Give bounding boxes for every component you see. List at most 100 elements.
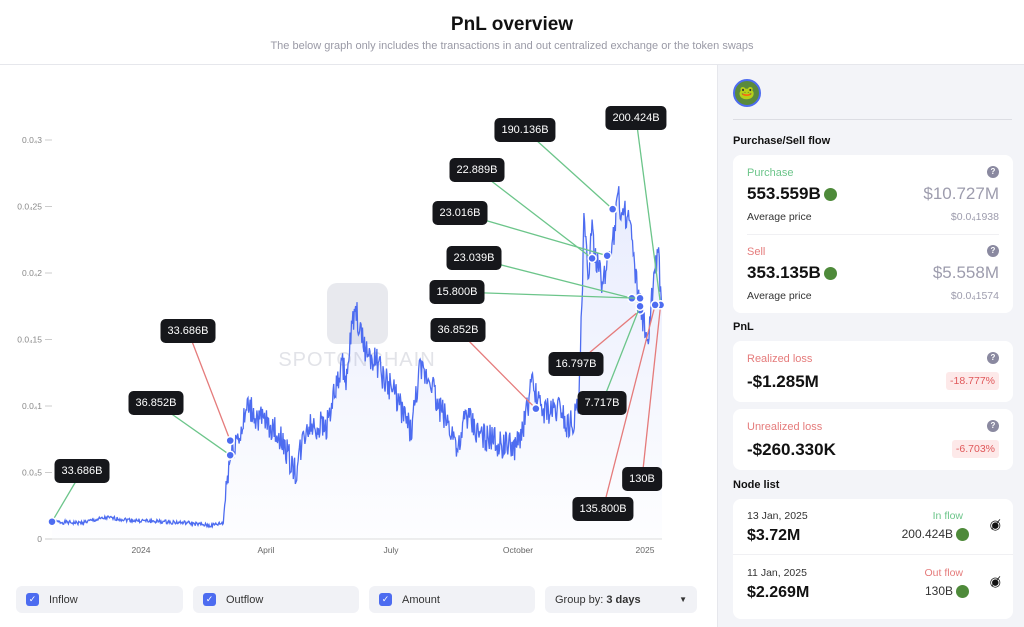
y-tick-label: 0.0₄2 <box>22 268 42 278</box>
realized-loss-card: ? Realized loss -$1.285M -18.777% <box>733 341 1013 402</box>
inflow-checkbox[interactable]: ✓ Inflow <box>16 586 183 613</box>
purchase-amount: 553.559B <box>747 184 821 203</box>
y-tick-label: 0.0₄1 <box>22 401 42 411</box>
sell-avg-label: Average price <box>747 290 812 302</box>
price-area <box>52 186 662 539</box>
node-connector-in <box>456 291 641 299</box>
y-tick-label: 0.0₄25 <box>17 202 42 212</box>
pepe-token-icon <box>823 188 837 202</box>
group-by-value: 3 days <box>606 593 641 606</box>
node-label-in[interactable]: 23.039B <box>446 246 502 270</box>
outflow-label: Outflow <box>226 593 264 606</box>
purchase-avg-label: Average price <box>747 211 812 223</box>
node-point <box>607 204 618 214</box>
unrealized-loss-label: Unrealized loss <box>747 421 823 433</box>
help-icon[interactable]: ? <box>987 352 999 364</box>
node-connector-out <box>602 304 656 510</box>
unrealized-loss-value: -$260.330K <box>747 440 836 459</box>
unrealized-loss-pct: -6.703% <box>951 440 999 458</box>
node-label-out[interactable]: 33.686B <box>160 319 216 343</box>
purchase-label: Purchase <box>747 167 794 179</box>
pepe-token-icon <box>823 267 837 281</box>
purchase-sell-card: ? Purchase 553.559B $10.727M Average pri… <box>733 155 1013 313</box>
outflow-checkbox[interactable]: ✓ Outflow <box>193 586 359 613</box>
node-point <box>602 250 612 261</box>
sidebar: 🐸 Purchase/Sell flow ? Purchase 553.559B… <box>717 65 1024 627</box>
amount-label: Amount <box>402 593 440 606</box>
y-tick-label: 0.0₄5 <box>22 468 42 478</box>
node-point <box>650 300 660 310</box>
pnl-chart: 0 0.0₄5 0.0₄1 0.0₄15 0.0₄2 0.0₄25 0.0₄3 2024 Apr… <box>17 117 666 555</box>
x-tick-label: July <box>383 545 399 555</box>
node-usd: $3.72M <box>747 527 801 544</box>
page-subtitle: The below graph only includes the transa… <box>270 40 754 52</box>
realized-loss-label: Realized loss <box>747 353 813 365</box>
check-icon: ✓ <box>26 593 39 606</box>
x-tick-label: 2024 <box>132 545 151 555</box>
eye-off-icon[interactable]: ◉̸ <box>989 574 1001 589</box>
node-label-in[interactable]: 36.852B <box>128 391 184 415</box>
node-point <box>635 301 645 311</box>
node-point <box>531 403 541 414</box>
node-point <box>47 516 57 527</box>
purchase-usd: $10.727M <box>923 184 999 203</box>
sell-label: Sell <box>747 246 766 258</box>
node-connector-in <box>476 169 593 259</box>
page-header: PnL overview The below graph only includ… <box>0 0 1024 65</box>
pepe-token-icon <box>956 585 969 599</box>
node-usd: $2.269M <box>747 584 810 601</box>
node-label-out[interactable]: 135.800B <box>572 497 634 521</box>
node-point <box>225 435 235 446</box>
node-label-in[interactable]: 200.424B <box>605 106 667 130</box>
node-label-in[interactable]: 7.717B <box>577 391 627 415</box>
inflow-label: Inflow <box>49 593 78 606</box>
chart-controls: ✓ Inflow ✓ Outflow ✓ Amount Group by: 3 day… <box>16 586 697 613</box>
node-connector-in <box>524 129 614 210</box>
check-icon: ✓ <box>203 593 216 606</box>
sell-avg-price: $0.0₄1574 <box>950 290 999 302</box>
node-label-in[interactable]: 33.686B <box>54 459 110 483</box>
price-line <box>51 186 663 529</box>
unrealized-loss-card: ? Unrealized loss -$260.330K -6.703% <box>733 409 1013 470</box>
node-connector-in <box>635 117 662 306</box>
sell-usd: $5.558M <box>932 263 999 282</box>
help-icon[interactable]: ? <box>987 166 999 178</box>
help-icon[interactable]: ? <box>987 245 999 257</box>
group-by-select[interactable]: Group by: 3 days ▼ <box>545 586 697 613</box>
node-label-out[interactable]: 36.852B <box>430 318 486 342</box>
eye-off-icon[interactable]: ◉̸ <box>989 517 1001 532</box>
node-connector-out <box>457 329 537 410</box>
node-point <box>587 253 597 264</box>
caret-down-icon: ▼ <box>679 595 687 604</box>
help-icon[interactable]: ? <box>987 420 999 432</box>
node-amount: 200.424B <box>901 527 953 541</box>
node-label-in[interactable]: 190.136B <box>494 118 556 142</box>
node-date: 11 Jan, 2025 <box>747 567 807 579</box>
node-list: 13 Jan, 2025 $3.72M In flow 200.424B ◉̸ … <box>733 499 1013 619</box>
realized-loss-value: -$1.285M <box>747 372 819 391</box>
page-title: PnL overview <box>450 14 574 35</box>
node-point <box>225 450 235 460</box>
node-connector-out <box>187 330 231 441</box>
x-tick-label: October <box>503 545 533 555</box>
node-connector-in <box>601 306 641 404</box>
x-tick-label: April <box>257 545 274 555</box>
token-avatar[interactable]: 🐸 <box>733 79 761 107</box>
x-tick-label: 2025 <box>636 545 655 555</box>
node-label-out[interactable]: 16.797B <box>548 352 604 376</box>
node-label-in[interactable]: 23.016B <box>432 201 488 225</box>
y-tick-label: 0 <box>37 534 42 544</box>
y-tick-label: 0.0₄15 <box>17 335 42 345</box>
purchase-sell-title: Purchase/Sell flow <box>733 135 831 147</box>
node-label-out[interactable]: 130B <box>622 467 662 491</box>
pepe-token-icon <box>956 528 969 542</box>
node-list-item[interactable]: 11 Jan, 2025 $2.269M Out flow 130B ◉̸ <box>733 556 1013 612</box>
node-list-title: Node list <box>733 479 780 491</box>
node-list-item[interactable]: 13 Jan, 2025 $3.72M In flow 200.424B ◉̸ <box>733 499 1013 555</box>
node-label-in[interactable]: 15.800B <box>429 280 485 304</box>
divider <box>733 119 1012 120</box>
pnl-title: PnL <box>733 321 754 333</box>
node-label-in[interactable]: 22.889B <box>449 158 505 182</box>
divider <box>747 234 999 235</box>
amount-checkbox[interactable]: ✓ Amount <box>369 586 535 613</box>
